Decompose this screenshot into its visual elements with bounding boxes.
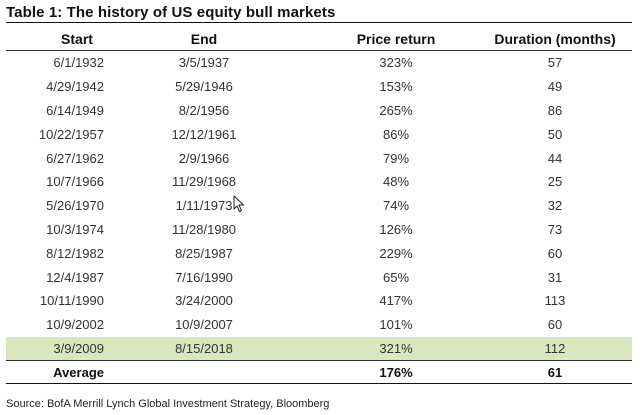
cell-price-return: 265% xyxy=(379,102,413,118)
cell-end: 10/9/2007 xyxy=(175,317,233,333)
header-price-return: Price return xyxy=(322,28,470,51)
cell-price-return: 65% xyxy=(382,269,410,285)
table-row: 6/27/1962 2/9/1966 79% 44 xyxy=(6,146,632,170)
cell-start: 10/7/1966 xyxy=(46,174,104,190)
source-note: Source: BofA Merrill Lynch Global Invest… xyxy=(6,398,330,410)
cell-end: 2/9/1966 xyxy=(178,150,230,166)
cell-duration: 49 xyxy=(547,79,563,95)
title-underline xyxy=(6,22,632,23)
table-row: 6/14/1949 8/2/1956 265% 86 xyxy=(6,99,632,123)
cell-start: 6/1/1932 xyxy=(53,55,104,71)
mouse-pointer-icon xyxy=(233,195,244,212)
cell-start: 10/3/1974 xyxy=(46,221,104,237)
table-row-highlighted: 3/9/2009 8/15/2018 321% 112 xyxy=(6,336,632,361)
cell-start: 3/9/2009 xyxy=(6,336,122,361)
table-title: Table 1: The history of US equity bull m… xyxy=(6,4,336,21)
cell-duration: 60 xyxy=(547,317,563,333)
cell-end: 11/29/1968 xyxy=(171,174,237,190)
table-row: 10/3/1974 11/28/1980 126% 73 xyxy=(6,218,632,242)
cell-duration: 112 xyxy=(470,336,632,361)
cell-end: 8/25/1987 xyxy=(175,245,233,261)
cell-price-return: 48% xyxy=(382,174,410,190)
table-row: 6/1/1932 3/5/1937 323% 57 xyxy=(6,51,632,75)
table-row: 12/4/1987 7/16/1990 65% 31 xyxy=(6,265,632,289)
cell-end: 1/11/1973 xyxy=(175,198,233,214)
average-price-return: 176% xyxy=(322,360,470,385)
cell-start: 12/4/1987 xyxy=(46,269,104,285)
table-row: 10/7/1966 11/29/1968 48% 25 xyxy=(6,170,632,194)
cell-start: 4/29/1942 xyxy=(46,79,104,95)
cell-duration: 57 xyxy=(547,55,563,71)
cell-price-return: 323% xyxy=(379,55,413,71)
bull-markets-table: Start End Price return Duration (months)… xyxy=(6,28,632,385)
table-row: 8/12/1982 8/25/1987 229% 60 xyxy=(6,241,632,265)
cell-duration: 73 xyxy=(547,221,563,237)
cell-price-return: 321% xyxy=(322,336,470,361)
cell-duration: 31 xyxy=(547,269,563,285)
average-label: Average xyxy=(6,360,122,385)
cell-start: 10/11/1990 xyxy=(39,293,104,309)
table-row: 10/11/1990 3/24/2000 417% 113 xyxy=(6,289,632,313)
cell-price-return: 101% xyxy=(379,317,413,333)
cell-end: 8/15/2018 xyxy=(122,336,322,361)
table-row: 5/26/1970 1/11/1973 74% 32 xyxy=(6,194,632,218)
table-row: 4/29/1942 5/29/1946 153% 49 xyxy=(6,75,632,99)
cell-end: 3/5/1937 xyxy=(178,55,230,71)
cell-start: 10/22/1957 xyxy=(38,126,104,142)
header-row: Start End Price return Duration (months) xyxy=(6,28,632,51)
cell-price-return: 229% xyxy=(379,245,413,261)
cell-duration: 113 xyxy=(544,293,566,309)
cell-price-return: 79% xyxy=(382,150,410,166)
cell-duration: 86 xyxy=(547,102,563,118)
cell-duration: 32 xyxy=(547,198,563,214)
cell-end: 12/12/1961 xyxy=(171,126,237,142)
cell-end: 3/24/2000 xyxy=(175,293,233,309)
cell-start: 6/14/1949 xyxy=(46,102,104,118)
cell-price-return: 74% xyxy=(382,198,410,214)
cell-end: 11/28/1980 xyxy=(171,221,237,237)
average-end-empty xyxy=(122,360,322,385)
table-row: 10/22/1957 12/12/1961 86% 50 xyxy=(6,122,632,146)
cell-duration: 25 xyxy=(547,174,563,190)
average-row: Average 176% 61 xyxy=(6,360,632,385)
cell-duration: 60 xyxy=(547,245,563,261)
cell-end: 8/2/1956 xyxy=(178,102,230,118)
cell-price-return: 86% xyxy=(382,126,410,142)
header-start: Start xyxy=(6,28,122,51)
cell-duration: 50 xyxy=(547,126,563,142)
cell-price-return: 417% xyxy=(379,293,413,309)
cell-price-return: 153% xyxy=(379,79,413,95)
cell-price-return: 126% xyxy=(379,221,413,237)
cell-end: 5/29/1946 xyxy=(175,79,233,95)
cell-start: 10/9/2002 xyxy=(46,317,104,333)
average-duration: 61 xyxy=(470,360,632,385)
table-row: 10/9/2002 10/9/2007 101% 60 xyxy=(6,313,632,337)
cell-start: 6/27/1962 xyxy=(46,150,104,166)
cell-duration: 44 xyxy=(547,150,563,166)
cell-start: 8/12/1982 xyxy=(46,245,104,261)
header-end: End xyxy=(122,28,322,51)
cell-start: 5/26/1970 xyxy=(46,198,104,214)
cell-end: 7/16/1990 xyxy=(175,269,233,285)
header-duration: Duration (months) xyxy=(470,28,632,51)
